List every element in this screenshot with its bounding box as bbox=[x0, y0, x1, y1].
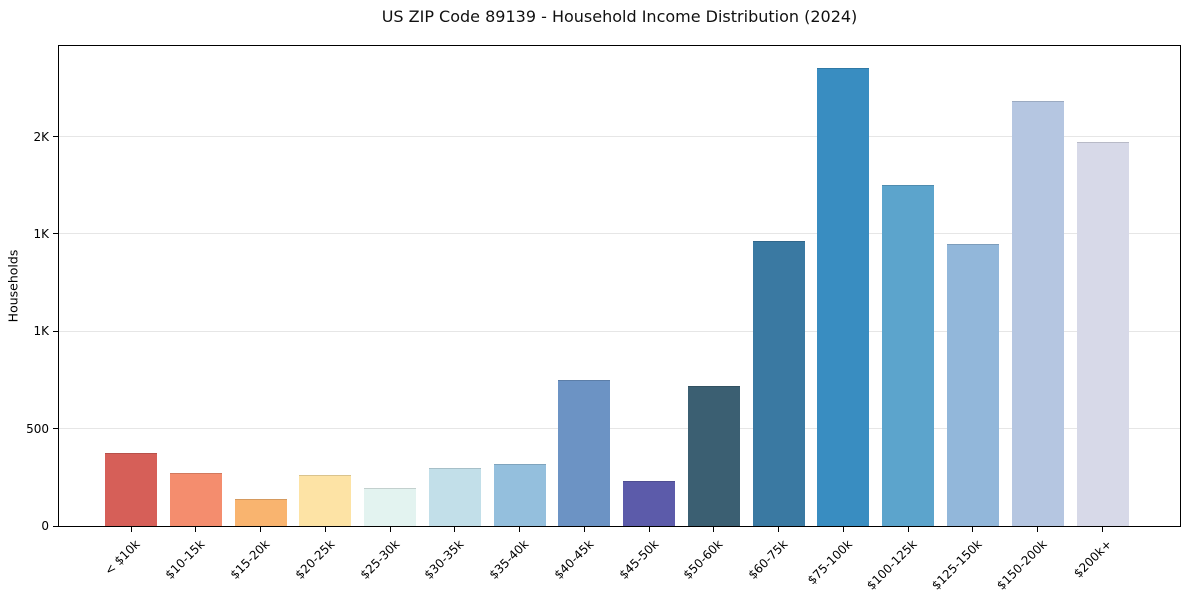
bar-$50-60k bbox=[687, 385, 740, 526]
bar-$15-20k bbox=[234, 498, 287, 526]
x-tick-label: $35-40k bbox=[486, 537, 532, 582]
x-tick-label: $100-125k bbox=[864, 537, 921, 590]
x-tick-mark bbox=[260, 527, 262, 532]
bar-$10-15k bbox=[169, 473, 222, 526]
x-tick-label: $75-100k bbox=[805, 537, 856, 588]
bar-$20-25k bbox=[299, 475, 352, 526]
bar-$75-100k bbox=[817, 68, 870, 526]
x-tick-label: $40-45k bbox=[551, 537, 597, 582]
chart-title: US ZIP Code 89139 - Household Income Dis… bbox=[381, 7, 858, 26]
x-tick-mark bbox=[778, 527, 780, 532]
y-tick-mark bbox=[53, 136, 58, 138]
bar-$30-35k bbox=[428, 467, 481, 526]
x-tick-label: $50-60k bbox=[680, 537, 726, 582]
y-tick-mark bbox=[53, 525, 58, 527]
gridline bbox=[59, 428, 1180, 430]
x-tick-mark bbox=[195, 527, 197, 532]
y-tick-mark bbox=[53, 330, 58, 332]
x-tick-mark bbox=[583, 527, 585, 532]
x-tick-label: $45-50k bbox=[616, 537, 662, 582]
bar-$150-200k bbox=[1011, 100, 1064, 526]
x-tick-mark bbox=[454, 527, 456, 532]
x-tick-label: $200k+ bbox=[1070, 537, 1115, 581]
x-tick-mark bbox=[130, 527, 132, 532]
x-tick-label: $20-25k bbox=[292, 537, 338, 582]
gridline bbox=[59, 233, 1180, 235]
x-tick-label: $25-30k bbox=[357, 537, 402, 582]
y-axis-label: Households bbox=[5, 249, 21, 323]
x-tick-mark bbox=[713, 527, 715, 532]
bar-$40-45k bbox=[558, 379, 611, 526]
x-tick-mark bbox=[1102, 527, 1103, 532]
x-tick-mark bbox=[842, 527, 844, 532]
y-tick-mark bbox=[53, 233, 58, 235]
bar-$100-125k bbox=[882, 185, 935, 526]
y-tick-label: 1K bbox=[33, 324, 49, 339]
x-tick-label: $125-150k bbox=[929, 537, 985, 590]
x-tick-mark bbox=[972, 527, 974, 532]
bar-$35-40k bbox=[493, 463, 546, 526]
x-tick-label: < $10k bbox=[102, 537, 143, 578]
gridline bbox=[59, 330, 1180, 332]
x-tick-mark bbox=[907, 527, 909, 532]
x-tick-label: $60-75k bbox=[745, 537, 791, 582]
bar-$45-50k bbox=[623, 481, 676, 526]
x-tick-label: $30-35k bbox=[421, 537, 467, 582]
gridline bbox=[59, 136, 1180, 138]
x-tick-mark bbox=[389, 527, 391, 532]
x-tick-mark bbox=[1037, 527, 1039, 532]
x-tick-label: $10-15k bbox=[162, 537, 208, 582]
bar-$25-30k bbox=[364, 488, 417, 526]
x-tick-mark bbox=[519, 527, 521, 532]
x-tick-mark bbox=[324, 527, 326, 532]
x-tick-label: $150-200k bbox=[993, 537, 1050, 590]
x-tick-mark bbox=[648, 527, 650, 532]
bar-$125-150k bbox=[946, 243, 999, 526]
x-tick-label: $15-20k bbox=[227, 537, 273, 582]
plot-area bbox=[58, 45, 1181, 527]
y-tick-label: 500 bbox=[26, 421, 49, 436]
y-tick-mark bbox=[53, 428, 58, 430]
y-tick-label: 0 bbox=[41, 519, 49, 533]
y-tick-label: 1K bbox=[33, 226, 49, 241]
bar-$200k+ bbox=[1076, 142, 1129, 526]
y-tick-label: 2K bbox=[33, 129, 49, 144]
bar-$60-75k bbox=[752, 240, 805, 526]
bar-< $10k bbox=[105, 452, 157, 526]
